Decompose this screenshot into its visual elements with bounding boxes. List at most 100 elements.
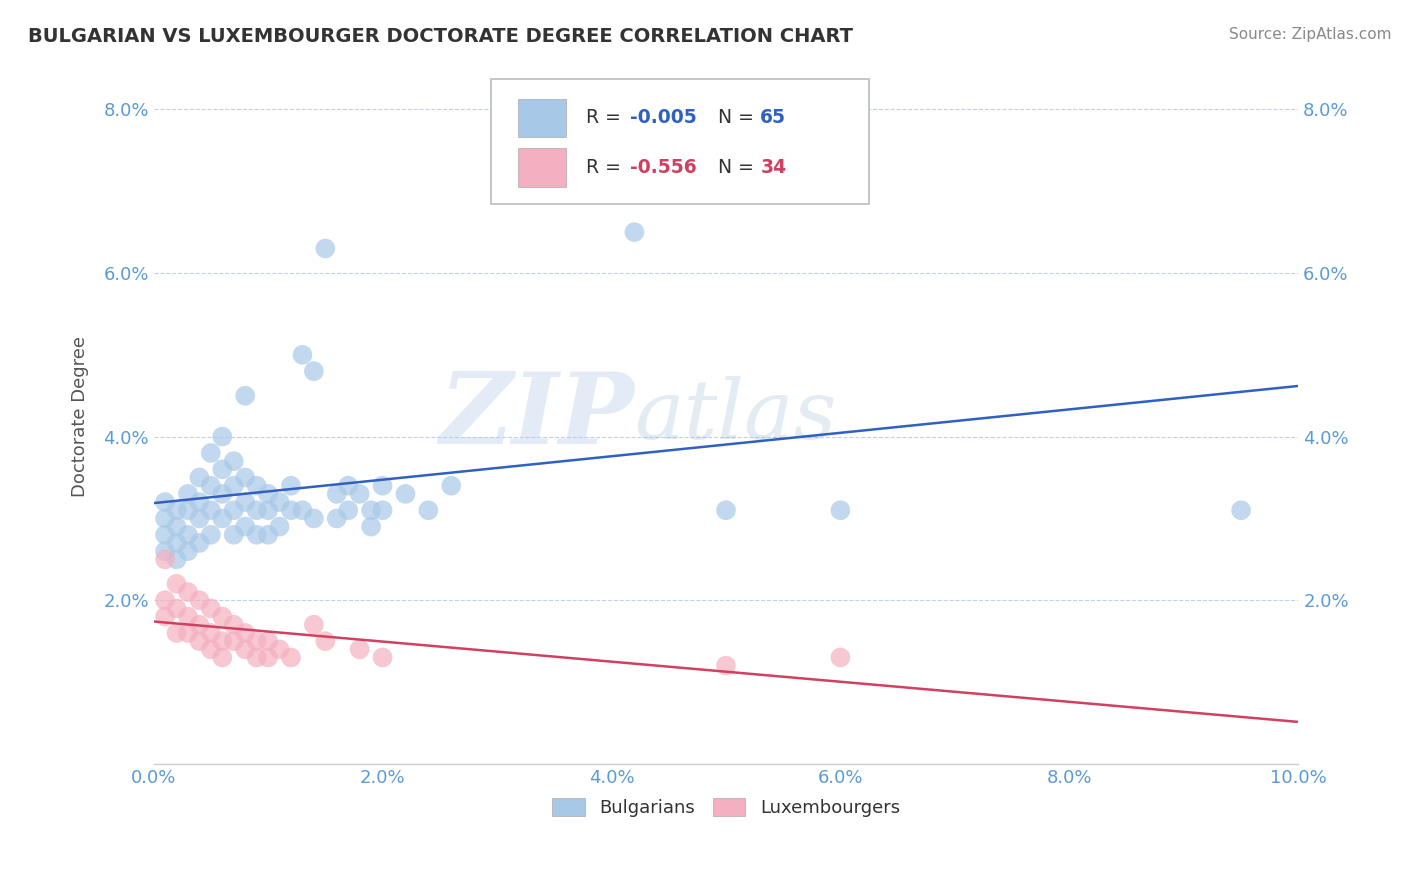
Point [337,479,360,493]
Point [233,519,256,533]
Point [166,601,188,615]
Point [233,495,256,509]
Point [280,650,302,665]
Point [830,650,852,665]
Point [211,487,233,501]
Y-axis label: Doctorate Degree: Doctorate Degree [72,335,89,497]
Text: ZIP: ZIP [440,368,634,465]
Text: -0.556: -0.556 [630,158,696,177]
Point [246,479,269,493]
Point [200,528,222,542]
Point [222,528,245,542]
Point [177,487,200,501]
Point [371,650,394,665]
Point [233,642,256,657]
Text: N =: N = [718,158,759,177]
Point [623,225,645,239]
Point [166,552,188,566]
Point [326,487,349,501]
Point [280,479,302,493]
Point [177,626,200,640]
Point [280,503,302,517]
Point [153,495,176,509]
Point [177,609,200,624]
Point [394,487,416,501]
Point [257,650,280,665]
Point [211,634,233,648]
Point [291,503,314,517]
Text: R =: R = [586,158,627,177]
Point [166,519,188,533]
FancyBboxPatch shape [491,79,869,204]
Point [188,495,211,509]
Point [233,470,256,484]
Point [257,528,280,542]
Point [188,617,211,632]
Point [360,503,382,517]
Point [200,503,222,517]
Point [200,601,222,615]
Text: R =: R = [586,109,627,128]
Point [188,593,211,607]
Point [349,487,371,501]
Point [188,470,211,484]
Point [1230,503,1253,517]
Text: -0.005: -0.005 [630,109,696,128]
Point [246,528,269,542]
Point [200,446,222,460]
Point [188,511,211,525]
Point [257,487,280,501]
Point [166,503,188,517]
Point [269,495,291,509]
Point [211,609,233,624]
Legend: Bulgarians, Luxembourgers: Bulgarians, Luxembourgers [546,790,907,824]
Point [371,503,394,517]
Text: N =: N = [718,109,759,128]
Point [166,577,188,591]
Point [211,511,233,525]
Point [246,503,269,517]
Point [211,429,233,443]
Point [177,544,200,558]
Point [211,650,233,665]
Point [166,536,188,550]
Text: 34: 34 [761,158,786,177]
Point [153,552,176,566]
Point [269,642,291,657]
Point [326,511,349,525]
Bar [517,99,565,137]
Point [302,511,325,525]
Point [314,242,336,256]
Point [418,503,440,517]
Point [153,544,176,558]
Point [246,650,269,665]
Point [166,626,188,640]
Point [554,160,576,174]
Point [153,593,176,607]
Text: 65: 65 [761,109,786,128]
Point [200,626,222,640]
Point [440,479,463,493]
Point [188,536,211,550]
Point [177,585,200,599]
Point [302,364,325,378]
Point [200,479,222,493]
Point [269,519,291,533]
Text: Source: ZipAtlas.com: Source: ZipAtlas.com [1229,27,1392,42]
Point [153,609,176,624]
Point [714,503,737,517]
Text: BULGARIAN VS LUXEMBOURGER DOCTORATE DEGREE CORRELATION CHART: BULGARIAN VS LUXEMBOURGER DOCTORATE DEGR… [28,27,853,45]
Point [153,528,176,542]
Point [211,462,233,476]
Text: atlas: atlas [634,376,837,456]
Bar [517,148,565,186]
Point [246,634,269,648]
Point [337,503,360,517]
Point [257,634,280,648]
Point [177,528,200,542]
Point [314,634,336,648]
Point [233,389,256,403]
Point [222,634,245,648]
Point [302,617,325,632]
Point [360,519,382,533]
